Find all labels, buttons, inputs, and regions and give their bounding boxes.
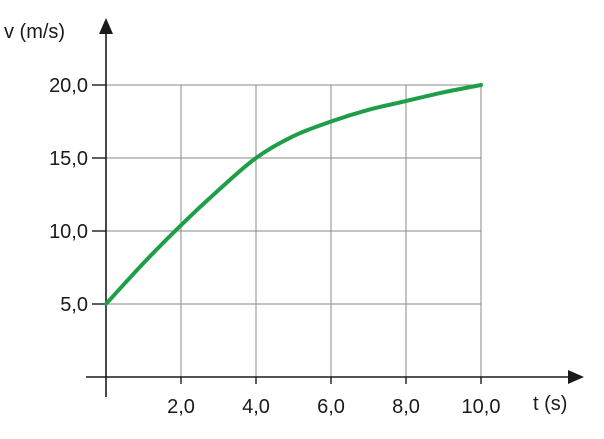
- x-tick-label: 10,0: [462, 396, 501, 418]
- x-tick-label: 8,0: [392, 396, 420, 418]
- series-layer: [104, 83, 483, 306]
- y-tick-label: 10,0: [49, 221, 88, 243]
- grid-lines: [106, 84, 482, 377]
- y-tick-label: 20,0: [49, 75, 88, 97]
- y-axis-arrow: [99, 18, 113, 34]
- x-tick-label: 6,0: [317, 396, 345, 418]
- velocity-curve: [104, 83, 483, 306]
- y-tick-label: 5,0: [60, 294, 88, 316]
- axes: [86, 18, 584, 397]
- x-tick-label: 2,0: [167, 396, 195, 418]
- x-tick-label: 4,0: [242, 396, 270, 418]
- y-tick-label: 15,0: [49, 148, 88, 170]
- x-axis-label: t (s): [533, 393, 567, 415]
- tick-labels: 2,0 4,0 6,0 8,0 10,0 5,0 10,0 15,0 20,0: [49, 75, 500, 418]
- x-axis-arrow: [568, 370, 584, 384]
- y-axis-label: v (m/s): [4, 21, 65, 43]
